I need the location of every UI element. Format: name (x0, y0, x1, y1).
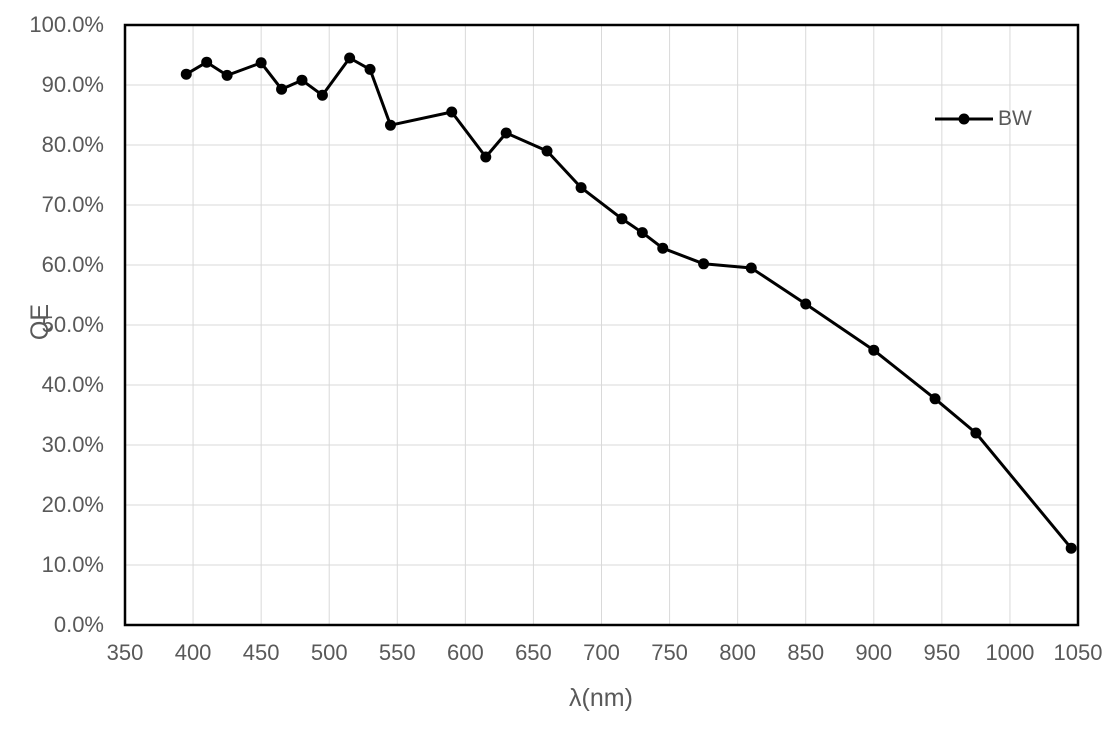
y-tick-label: 90.0% (41, 72, 104, 97)
x-axis-title: λ(nm) (569, 684, 633, 712)
series-marker (868, 344, 880, 356)
x-tick-label: 750 (651, 640, 688, 665)
y-axis-title: QE (26, 303, 54, 341)
plot-border (123, 23, 1080, 627)
x-tick-label: 800 (719, 640, 756, 665)
y-tick-label: 80.0% (41, 132, 104, 157)
series-marker (970, 427, 982, 439)
series-marker (364, 63, 376, 75)
x-tick-label: 850 (787, 640, 825, 665)
y-tick-label: 100.0% (29, 12, 104, 37)
series-marker (446, 106, 458, 118)
series-marker (1065, 542, 1077, 554)
series-marker (180, 68, 192, 80)
y-tick-label: 20.0% (41, 492, 104, 517)
series-marker (344, 52, 356, 64)
series-marker (296, 74, 308, 86)
x-tick-label: 700 (583, 640, 620, 665)
series-marker (541, 145, 553, 157)
x-tick-label: 600 (446, 640, 484, 665)
x-tick-label: 500 (310, 640, 348, 665)
series-marker (221, 69, 233, 81)
series-marker (616, 213, 628, 225)
series-marker (384, 119, 396, 131)
series-marker (636, 227, 648, 239)
y-tick-label: 70.0% (41, 192, 104, 217)
series-marker (929, 393, 941, 405)
series-marker (575, 182, 587, 194)
series-marker (800, 298, 812, 310)
series-marker (480, 151, 492, 163)
legend-label: BW (998, 107, 1032, 130)
x-tick-label: 900 (855, 640, 893, 665)
x-tick-label: 650 (515, 640, 552, 665)
y-tick-label: 30.0% (41, 432, 104, 457)
x-tick-label: 350 (106, 640, 144, 665)
series-marker (745, 262, 757, 274)
y-tick-label: 10.0% (41, 552, 104, 577)
x-tick-label: 1050 (1053, 640, 1103, 665)
series-marker (657, 242, 669, 254)
y-tick-label: 40.0% (41, 372, 104, 397)
legend-line-marker-icon (935, 113, 993, 125)
y-tick-label: 60.0% (41, 252, 104, 277)
series-marker (698, 258, 710, 270)
y-tick-label: 50.0% (41, 312, 104, 337)
series-marker (276, 83, 288, 95)
x-tick-label: 950 (923, 640, 961, 665)
series-marker (500, 127, 512, 139)
x-tick-label: 550 (378, 640, 416, 665)
series-marker (255, 57, 267, 69)
x-tick-label: 1000 (985, 640, 1035, 665)
x-tick-label: 400 (174, 640, 212, 665)
x-tick-label: 450 (242, 640, 280, 665)
y-tick-label: 0.0% (53, 612, 104, 637)
legend: BW (935, 106, 1032, 132)
series-marker (201, 56, 213, 68)
series-marker (316, 89, 328, 101)
